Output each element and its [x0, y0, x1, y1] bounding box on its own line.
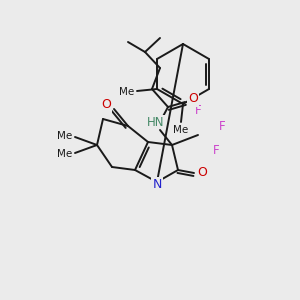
- Text: O: O: [188, 92, 198, 106]
- Text: F: F: [213, 145, 219, 158]
- Text: O: O: [197, 167, 207, 179]
- Text: N: N: [152, 178, 162, 190]
- Text: Me: Me: [57, 149, 73, 159]
- Text: Me: Me: [119, 87, 135, 97]
- Text: Me: Me: [173, 125, 189, 135]
- Text: HN: HN: [147, 116, 165, 128]
- Text: F: F: [195, 103, 201, 116]
- Text: Me: Me: [57, 131, 73, 141]
- Text: O: O: [101, 98, 111, 112]
- Text: F: F: [219, 119, 225, 133]
